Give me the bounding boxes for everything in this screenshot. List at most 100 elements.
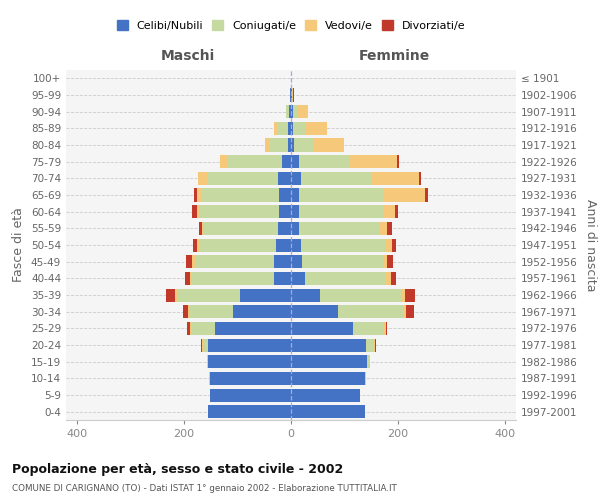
Bar bbox=[207, 355, 208, 368]
Bar bbox=[291, 122, 293, 135]
Bar bbox=[215, 322, 291, 335]
Bar bbox=[197, 238, 199, 252]
Bar bbox=[184, 305, 188, 318]
Text: Femmine: Femmine bbox=[359, 49, 430, 63]
Bar bbox=[291, 172, 301, 185]
Bar bbox=[209, 372, 291, 385]
Bar bbox=[291, 405, 365, 418]
Bar bbox=[383, 322, 386, 335]
Bar bbox=[282, 155, 291, 168]
Bar bbox=[371, 172, 419, 185]
Bar bbox=[291, 222, 299, 235]
Bar bbox=[299, 222, 380, 235]
Bar bbox=[288, 138, 291, 151]
Bar bbox=[386, 322, 388, 335]
Bar bbox=[301, 238, 385, 252]
Bar bbox=[193, 205, 197, 218]
Bar bbox=[208, 405, 291, 418]
Bar bbox=[293, 122, 305, 135]
Bar bbox=[201, 338, 202, 351]
Bar bbox=[305, 122, 328, 135]
Bar bbox=[193, 272, 274, 285]
Bar bbox=[291, 188, 299, 202]
Bar bbox=[199, 238, 276, 252]
Bar bbox=[293, 105, 297, 118]
Bar bbox=[374, 338, 375, 351]
Bar bbox=[278, 172, 291, 185]
Bar bbox=[397, 155, 398, 168]
Bar bbox=[208, 338, 291, 351]
Bar bbox=[291, 272, 305, 285]
Text: Maschi: Maschi bbox=[160, 49, 215, 63]
Bar bbox=[289, 105, 291, 118]
Bar bbox=[380, 222, 388, 235]
Bar bbox=[391, 272, 396, 285]
Bar bbox=[274, 255, 291, 268]
Bar bbox=[209, 388, 291, 402]
Bar bbox=[320, 288, 402, 302]
Bar bbox=[279, 205, 291, 218]
Bar bbox=[208, 355, 291, 368]
Bar bbox=[229, 155, 282, 168]
Bar bbox=[419, 172, 421, 185]
Bar bbox=[292, 88, 293, 102]
Bar bbox=[202, 188, 279, 202]
Bar bbox=[386, 272, 391, 285]
Bar bbox=[278, 222, 291, 235]
Bar bbox=[365, 372, 366, 385]
Bar bbox=[291, 322, 353, 335]
Bar bbox=[291, 138, 293, 151]
Bar bbox=[385, 238, 392, 252]
Bar bbox=[193, 255, 194, 268]
Bar bbox=[289, 122, 291, 135]
Text: COMUNE DI CARIGNANO (TO) - Dati ISTAT 1° gennaio 2002 - Elaborazione TUTTITALIA.: COMUNE DI CARIGNANO (TO) - Dati ISTAT 1°… bbox=[12, 484, 397, 493]
Bar bbox=[189, 305, 233, 318]
Legend: Celibi/Nubili, Coniugati/e, Vedovi/e, Divorziati/e: Celibi/Nubili, Coniugati/e, Vedovi/e, Di… bbox=[112, 16, 470, 36]
Bar bbox=[191, 322, 215, 335]
Bar bbox=[291, 155, 299, 168]
Bar bbox=[197, 205, 200, 218]
Bar bbox=[194, 188, 197, 202]
Bar bbox=[197, 188, 202, 202]
Bar bbox=[297, 105, 308, 118]
Bar bbox=[193, 238, 197, 252]
Bar bbox=[291, 238, 301, 252]
Bar bbox=[265, 138, 269, 151]
Bar bbox=[392, 238, 396, 252]
Bar bbox=[299, 188, 383, 202]
Bar bbox=[177, 288, 240, 302]
Bar bbox=[338, 305, 404, 318]
Bar bbox=[383, 255, 388, 268]
Bar bbox=[269, 138, 288, 151]
Bar bbox=[404, 305, 406, 318]
Bar bbox=[291, 338, 366, 351]
Bar bbox=[349, 155, 397, 168]
Bar bbox=[402, 288, 404, 302]
Bar bbox=[291, 305, 338, 318]
Bar bbox=[383, 188, 425, 202]
Bar bbox=[404, 288, 415, 302]
Bar bbox=[367, 355, 369, 368]
Bar bbox=[299, 205, 383, 218]
Bar bbox=[291, 205, 299, 218]
Bar bbox=[203, 338, 208, 351]
Bar bbox=[291, 255, 302, 268]
Bar bbox=[190, 322, 191, 335]
Bar bbox=[276, 238, 291, 252]
Bar bbox=[366, 338, 374, 351]
Bar bbox=[204, 222, 278, 235]
Bar bbox=[291, 355, 367, 368]
Bar bbox=[166, 288, 175, 302]
Bar bbox=[305, 272, 386, 285]
Bar bbox=[233, 305, 291, 318]
Bar bbox=[186, 255, 193, 268]
Y-axis label: Fasce di età: Fasce di età bbox=[13, 208, 25, 282]
Bar bbox=[388, 255, 393, 268]
Bar bbox=[240, 288, 291, 302]
Bar bbox=[185, 272, 190, 285]
Bar bbox=[202, 222, 204, 235]
Bar bbox=[425, 188, 428, 202]
Bar bbox=[291, 372, 365, 385]
Bar bbox=[314, 138, 343, 151]
Bar bbox=[293, 138, 314, 151]
